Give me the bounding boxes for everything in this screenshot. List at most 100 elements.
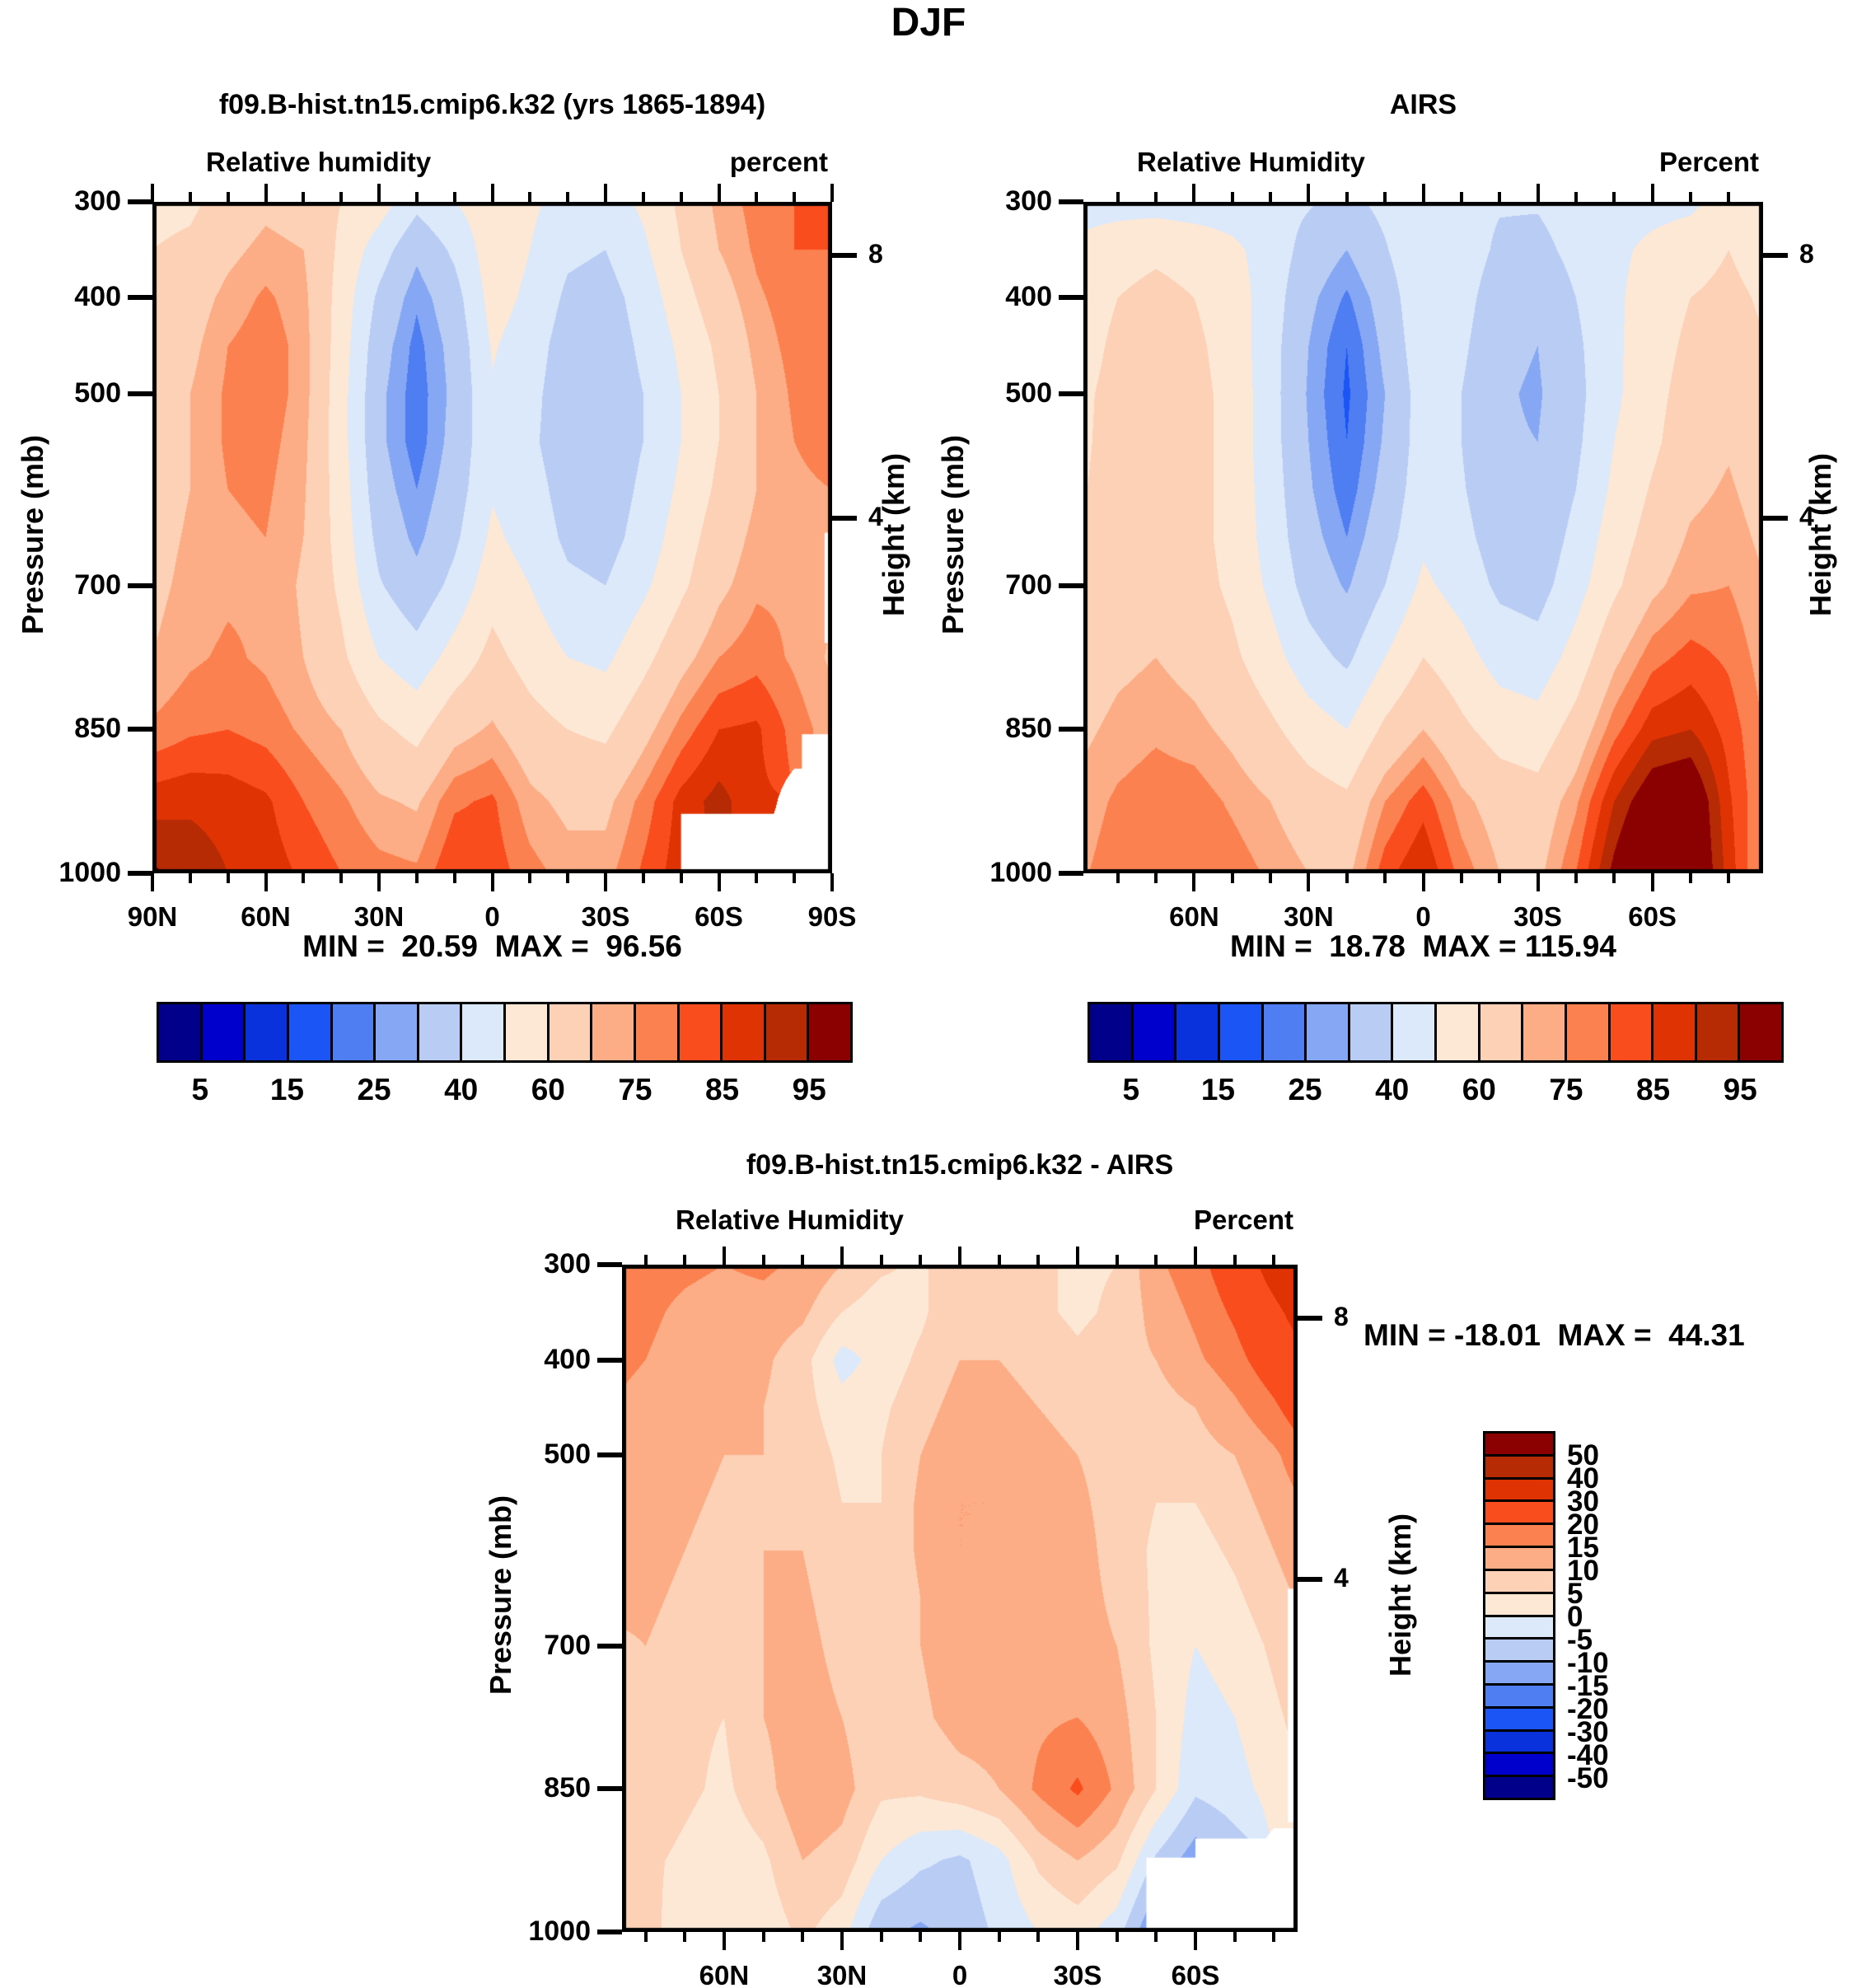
difference-colorbar-label: -40 — [1567, 1739, 1609, 1771]
difference-lat-tick-top — [1036, 1255, 1041, 1265]
difference-colorbar-label: 20 — [1567, 1509, 1599, 1541]
airs-lat-tick-bottom — [1421, 873, 1425, 891]
difference-pressure-tick-label: 300 — [544, 1248, 591, 1279]
model-minmax-stats: MIN = 20.59 MAX = 96.56 — [302, 929, 682, 963]
difference-pressure-tick — [597, 1452, 622, 1458]
model-colorbar-cell — [462, 1004, 506, 1060]
model-pressure-tick-label: 700 — [74, 568, 121, 601]
model-lat-tick-top — [717, 184, 721, 202]
airs-lat-tick-bottom — [1230, 873, 1234, 883]
model-lat-tick-label: 90N — [127, 901, 178, 932]
airs-lat-tick-top — [1345, 192, 1349, 202]
airs-pressure-tick — [1059, 295, 1083, 301]
model-lat-tick-bottom — [188, 873, 192, 883]
difference-lat-tick-top — [919, 1255, 923, 1265]
model-pressure-tick-label: 300 — [74, 185, 121, 217]
model-lat-tick-bottom — [830, 873, 834, 891]
airs-lat-tick-bottom — [1383, 873, 1387, 883]
airs-lat-tick-top — [1269, 192, 1273, 202]
difference-colorbar-label: -20 — [1567, 1693, 1609, 1725]
airs-lat-tick-top — [1459, 192, 1463, 202]
model-colorbar-cell — [592, 1004, 636, 1060]
difference-lat-tick-top — [1272, 1255, 1276, 1265]
model-pressure-tick-label: 1000 — [58, 857, 121, 888]
airs-lat-tick-label: 0 — [1415, 901, 1431, 932]
difference-lat-tick-bottom — [683, 1932, 687, 1942]
difference-lat-tick-bottom — [761, 1932, 765, 1942]
airs-lat-tick-bottom — [1116, 873, 1120, 883]
airs-lat-tick-label: 60S — [1628, 901, 1677, 932]
airs-lat-tick-top — [1383, 192, 1387, 202]
airs-colorbar-cell — [1610, 1004, 1654, 1060]
difference-height-tick — [1298, 1315, 1322, 1321]
airs-colorbar-label: 5 — [1122, 1073, 1140, 1106]
diff-minmax-stats: MIN = -18.01 MAX = 44.31 — [1364, 1318, 1745, 1352]
difference-colorbar-cell — [1485, 1708, 1553, 1732]
airs-lat-tick-bottom — [1498, 873, 1502, 883]
model-colorbar — [157, 1002, 853, 1063]
airs-lat-tick-bottom — [1650, 873, 1654, 891]
difference-pressure-tick — [597, 1930, 622, 1934]
difference-lat-tick-top — [643, 1255, 648, 1265]
difference-lat-tick-bottom — [1115, 1932, 1119, 1942]
model-pressure-tick-label: 400 — [74, 281, 121, 313]
difference-colorbar-label: 15 — [1567, 1532, 1599, 1564]
difference-colorbar-cell — [1485, 1479, 1553, 1503]
airs-panel-title: AIRS — [1389, 89, 1457, 120]
difference-colorbar-cell — [1485, 1685, 1553, 1709]
difference-pressure-tick-label: 400 — [544, 1343, 591, 1375]
model-lat-tick-bottom — [452, 873, 456, 883]
difference-colorbar-cell — [1485, 1731, 1553, 1755]
figure-title: DJF — [891, 1, 966, 44]
difference-colorbar-label: 0 — [1567, 1601, 1583, 1633]
model-lat-tick-bottom — [490, 873, 494, 891]
model-lat-tick-label: 30S — [581, 901, 630, 932]
airs-lat-tick-top — [1116, 192, 1120, 202]
difference-colorbar-label: 5 — [1567, 1578, 1583, 1610]
airs-height-tick — [1763, 516, 1788, 522]
model-colorbar-cell — [679, 1004, 723, 1060]
airs-colorbar-cell — [1740, 1004, 1781, 1060]
model-lat-tick-bottom — [717, 873, 721, 891]
model-height-tick-label: 8 — [868, 239, 883, 269]
model-colorbar-cell — [809, 1004, 850, 1060]
difference-lat-tick-top — [1076, 1247, 1080, 1265]
airs-pressure-tick-label: 400 — [1005, 281, 1052, 313]
airs-colorbar-cell — [1523, 1004, 1567, 1060]
difference-lat-tick-top — [761, 1255, 765, 1265]
difference-lat-tick-top — [1115, 1255, 1119, 1265]
difference-colorbar-cell — [1485, 1663, 1553, 1686]
model-lat-tick-bottom — [604, 873, 607, 891]
difference-lat-tick-top — [840, 1247, 844, 1265]
diff-subtitle-right: Percent — [1193, 1204, 1293, 1235]
difference-colorbar-cell — [1485, 1456, 1553, 1480]
difference-colorbar — [1483, 1431, 1555, 1800]
difference-lat-tick-bottom — [879, 1932, 883, 1942]
model-colorbar-cell — [202, 1004, 246, 1060]
airs-lat-tick-top — [1230, 192, 1234, 202]
airs-pressure-tick-label: 1000 — [989, 857, 1052, 888]
model-colorbar-cell — [765, 1004, 810, 1060]
diff-subtitle-left: Relative Humidity — [676, 1204, 904, 1235]
model-colorbar-cell — [635, 1004, 680, 1060]
model-colorbar-cell — [419, 1004, 463, 1060]
difference-pressure-tick-label: 500 — [544, 1438, 591, 1471]
airs-colorbar-cell — [1349, 1004, 1394, 1060]
difference-pressure-tick-label: 850 — [544, 1772, 591, 1804]
model-colorbar-cell — [246, 1004, 289, 1060]
airs-lat-tick-bottom — [1269, 873, 1273, 883]
difference-lat-tick-label: 30N — [816, 1960, 868, 1988]
airs-lat-tick-bottom — [1154, 873, 1158, 883]
airs-colorbar-label: 75 — [1549, 1073, 1583, 1106]
model-colorbar-cell — [376, 1004, 419, 1060]
airs-colorbar-cell — [1480, 1004, 1524, 1060]
model-colorbar-label: 85 — [704, 1073, 740, 1106]
model-lat-tick-label: 60S — [695, 901, 743, 932]
model-contour-plot — [152, 202, 832, 873]
difference-lat-tick-bottom — [801, 1932, 805, 1942]
airs-colorbar-cell — [1696, 1004, 1741, 1060]
airs-pressure-tick — [1059, 391, 1083, 396]
difference-colorbar-label: 40 — [1567, 1462, 1599, 1495]
difference-lat-tick-top — [879, 1255, 883, 1265]
